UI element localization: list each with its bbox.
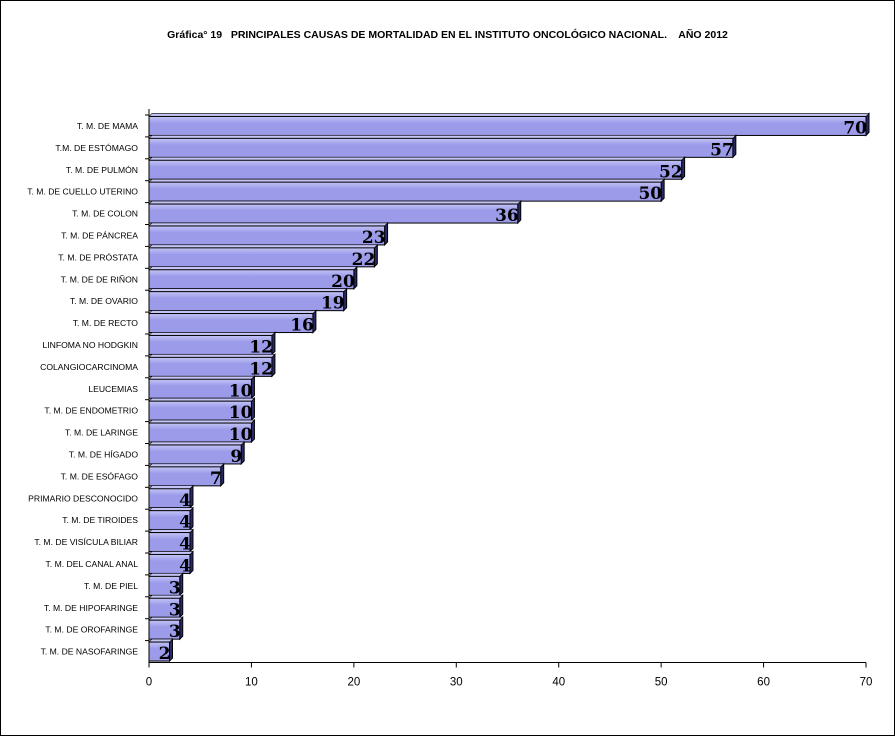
chart-title: Gráfica° 19 PRINCIPALES CAUSAS DE MORTAL…: [167, 29, 728, 41]
category-label: T. M. DE CUELLO UTERINO: [27, 187, 138, 197]
data-label: 52: [659, 162, 683, 182]
category-label: T. M. DE PÁNCREA: [61, 230, 138, 240]
category-label: T. M. DE OROFARINGE: [45, 625, 138, 635]
data-label: 3: [169, 578, 181, 598]
data-label: 50: [638, 184, 662, 204]
data-label: 4: [179, 535, 191, 555]
x-tick-label: 60: [757, 677, 770, 689]
data-label: 9: [230, 447, 242, 467]
bars: [148, 112, 870, 663]
data-label: 3: [169, 622, 181, 642]
category-label: T. M. DE MAMA: [77, 121, 138, 131]
data-label: 22: [352, 250, 376, 270]
bar: [148, 225, 386, 246]
data-label: 3: [169, 600, 181, 620]
data-label: 7: [210, 469, 222, 489]
category-label: T. M. DE HIPOFARINGE: [44, 603, 138, 613]
category-label: T. M. DE PULMÓN: [66, 165, 138, 175]
data-label: 57: [710, 140, 734, 160]
data-label: 10: [229, 381, 253, 401]
x-tick-label: 20: [347, 677, 360, 689]
bar: [148, 137, 734, 158]
category-label: T. M. DE TIROIDES: [62, 515, 138, 525]
x-tick-label: 30: [450, 677, 463, 689]
data-label: 10: [229, 403, 253, 423]
bar: [148, 115, 867, 136]
category-label: T. M. DE ESÓFAGO: [61, 471, 139, 481]
category-label: T. M. DE OVARIO: [70, 296, 138, 306]
data-label: 23: [362, 228, 386, 248]
data-label: 12: [249, 337, 273, 357]
bar: [148, 444, 242, 465]
data-label: 4: [179, 556, 191, 576]
bar: [148, 313, 314, 334]
category-label: T. M. DE ENDOMETRIO: [44, 406, 138, 416]
x-tick-label: 10: [245, 677, 258, 689]
category-label: T. M. DE LARINGE: [65, 428, 138, 438]
data-label: 12: [249, 359, 273, 379]
category-label: T. M. DE PRÓSTATA: [58, 252, 138, 262]
category-label: T. M. DE NASOFARINGE: [41, 647, 139, 657]
x-tick-label: 70: [860, 677, 873, 689]
axes: [145, 109, 867, 668]
category-label: T. M. DE DE RIÑON: [61, 274, 138, 284]
bar: [148, 291, 345, 312]
category-label: COLANGIOCARCINOMA: [40, 362, 138, 372]
category-label: T. M. DEL CANAL ANAL: [46, 559, 139, 569]
bar: [148, 203, 519, 224]
data-label: 36: [495, 206, 519, 226]
category-label: LINFOMA NO HODGKIN: [43, 340, 139, 350]
category-label: PRIMARIO DESCONOCIDO: [28, 493, 138, 503]
category-label: LEUCEMIAS: [88, 384, 138, 394]
bar: [148, 269, 355, 290]
category-label: T. M. DE HÍGADO: [69, 449, 139, 459]
x-tick-label: 40: [552, 677, 565, 689]
category-label: T. M. DE COLON: [72, 209, 138, 219]
data-label: 19: [321, 294, 345, 314]
data-label: 2: [159, 644, 171, 664]
category-label: T. M. DE VISÍCULA BILIAR: [34, 537, 138, 547]
bar: [148, 181, 662, 202]
data-label: 20: [331, 272, 355, 292]
data-label: 16: [290, 316, 314, 336]
data-label: 4: [179, 491, 191, 511]
category-label: T.M. DE ESTÓMAGO: [55, 143, 138, 153]
labels: T. M. DE MAMA 70T.M. DE ESTÓMAGO 57T. M. D…: [27, 118, 872, 688]
data-label: 4: [179, 513, 191, 533]
x-tick-label: 0: [146, 677, 152, 689]
bar: [148, 159, 683, 180]
x-tick-label: 50: [655, 677, 668, 689]
bar: [148, 247, 375, 268]
data-label: 10: [229, 425, 253, 445]
category-label: T. M. DE PIEL: [84, 581, 138, 591]
category-label: T. M. DE RECTO: [73, 318, 139, 328]
data-label: 70: [843, 118, 867, 138]
